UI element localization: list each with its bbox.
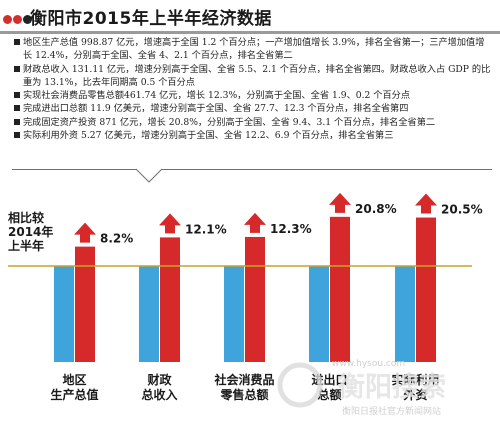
bullet-square-icon xyxy=(14,65,20,72)
note-trade: 完成进出口总额 11.9 亿美元，增速分别高于全国、全省 27.7、12.3 个… xyxy=(14,102,492,115)
y-axis-label-line: 2014年 xyxy=(8,225,54,239)
watermark-site: www.hysou.com xyxy=(332,359,405,369)
category-label: 社会消费品 xyxy=(213,372,274,387)
y-axis-label: 相比较 2014年 上半年 xyxy=(8,211,53,253)
category-label: 地区 xyxy=(62,372,86,387)
note-foreign-capital: 实际利用外资 5.27 亿美元，增速分别高于全国、全省 12.2、6.9 个百分… xyxy=(14,129,492,142)
chart-arrows xyxy=(74,192,437,243)
bullet-square-icon xyxy=(14,39,20,45)
bar-baseline-4 xyxy=(309,266,329,362)
category-label: 外资 xyxy=(403,387,427,402)
category-label: 实际利用 xyxy=(391,372,439,387)
bullet-square-icon xyxy=(14,118,20,125)
bullet-square-icon xyxy=(14,105,20,112)
category-label: 财政 xyxy=(146,372,172,387)
black-dot-icon xyxy=(23,15,32,24)
category-label: 总额 xyxy=(317,387,341,402)
page-title: 衡阳市2015年上半年经济数据 xyxy=(30,9,272,29)
y-axis-label-line: 相比较 xyxy=(8,211,45,225)
y-axis-label-line: 上半年 xyxy=(8,239,45,253)
watermark-logo-icon xyxy=(277,362,323,408)
arrow-up-icon xyxy=(74,222,96,243)
bar-growth-3 xyxy=(245,236,265,362)
bar-baseline-5 xyxy=(395,266,415,362)
category-label: 零售总额 xyxy=(219,387,268,402)
watermark: 衡阳搜索 www.hysou.com 衡阳日报社官方新闻网站 xyxy=(277,359,446,417)
bullet-square-icon xyxy=(14,92,20,99)
watermark-sub: 衡阳日报社官方新闻网站 xyxy=(342,405,441,417)
header: 衡阳市2015年上半年经济数据 xyxy=(0,0,500,34)
note-gdp: 地区生产总值 998.87 亿元，增速高于全国 1.2 个百分点；一产增加值增长… xyxy=(14,36,492,63)
value-label-2: 12.1% xyxy=(185,222,227,236)
callout-notch xyxy=(135,168,163,183)
note-retail: 实现社会消费品零售总额461.74 亿元，增长 12.3%，分别高于全国、全省 … xyxy=(14,89,492,102)
arrow-up-icon xyxy=(244,212,266,233)
chart-value-labels: 8.2% 12.1% 12.3% 20.8% 20.5% xyxy=(100,202,483,246)
bar-growth-5 xyxy=(416,217,436,362)
value-label-5: 20.5% xyxy=(441,203,483,217)
header-rule xyxy=(0,31,500,34)
value-label-1: 8.2% xyxy=(100,232,133,246)
title-dots xyxy=(3,9,33,28)
arrow-up-icon xyxy=(159,213,181,234)
note-investment: 完成固定资产投资 871 亿元，增长 20.8%，分别高于全国、全省 9.4、3… xyxy=(14,116,492,129)
bar-growth-1 xyxy=(75,246,95,362)
bar-growth-2 xyxy=(160,237,180,362)
notes-panel xyxy=(12,35,492,170)
arrow-up-icon xyxy=(329,192,351,213)
value-label-4: 20.8% xyxy=(355,202,397,216)
chart: 8.2% 12.1% 12.3% 20.8% 20.5% 地区生产总值 财政总收入 社会消费… xyxy=(8,168,483,417)
red-dot-icon xyxy=(3,15,12,24)
bullet-square-icon xyxy=(14,132,20,139)
bar-baseline-1 xyxy=(54,266,74,362)
category-label: 生产总值 xyxy=(50,387,98,402)
note-fiscal: 财政总收入 131.11 亿元，增速分别高于全国、全省 5.5、2.1 个百分点… xyxy=(14,63,492,90)
bar-growth-4 xyxy=(330,216,350,362)
value-label-3: 12.3% xyxy=(270,222,312,236)
category-label: 总收入 xyxy=(141,387,177,402)
bar-baseline-2 xyxy=(139,266,159,362)
watermark-logo-text: 衡阳搜索 xyxy=(338,372,446,403)
red-dot-icon xyxy=(13,15,22,24)
notes-list: 地区生产总值 998.87 亿元，增速高于全国 1.2 个百分点；一产增加值增长… xyxy=(14,36,492,142)
arrow-up-icon xyxy=(415,193,437,214)
callout-notch-shape xyxy=(135,168,163,183)
chart-bars xyxy=(54,216,436,362)
bar-baseline-3 xyxy=(224,266,244,362)
